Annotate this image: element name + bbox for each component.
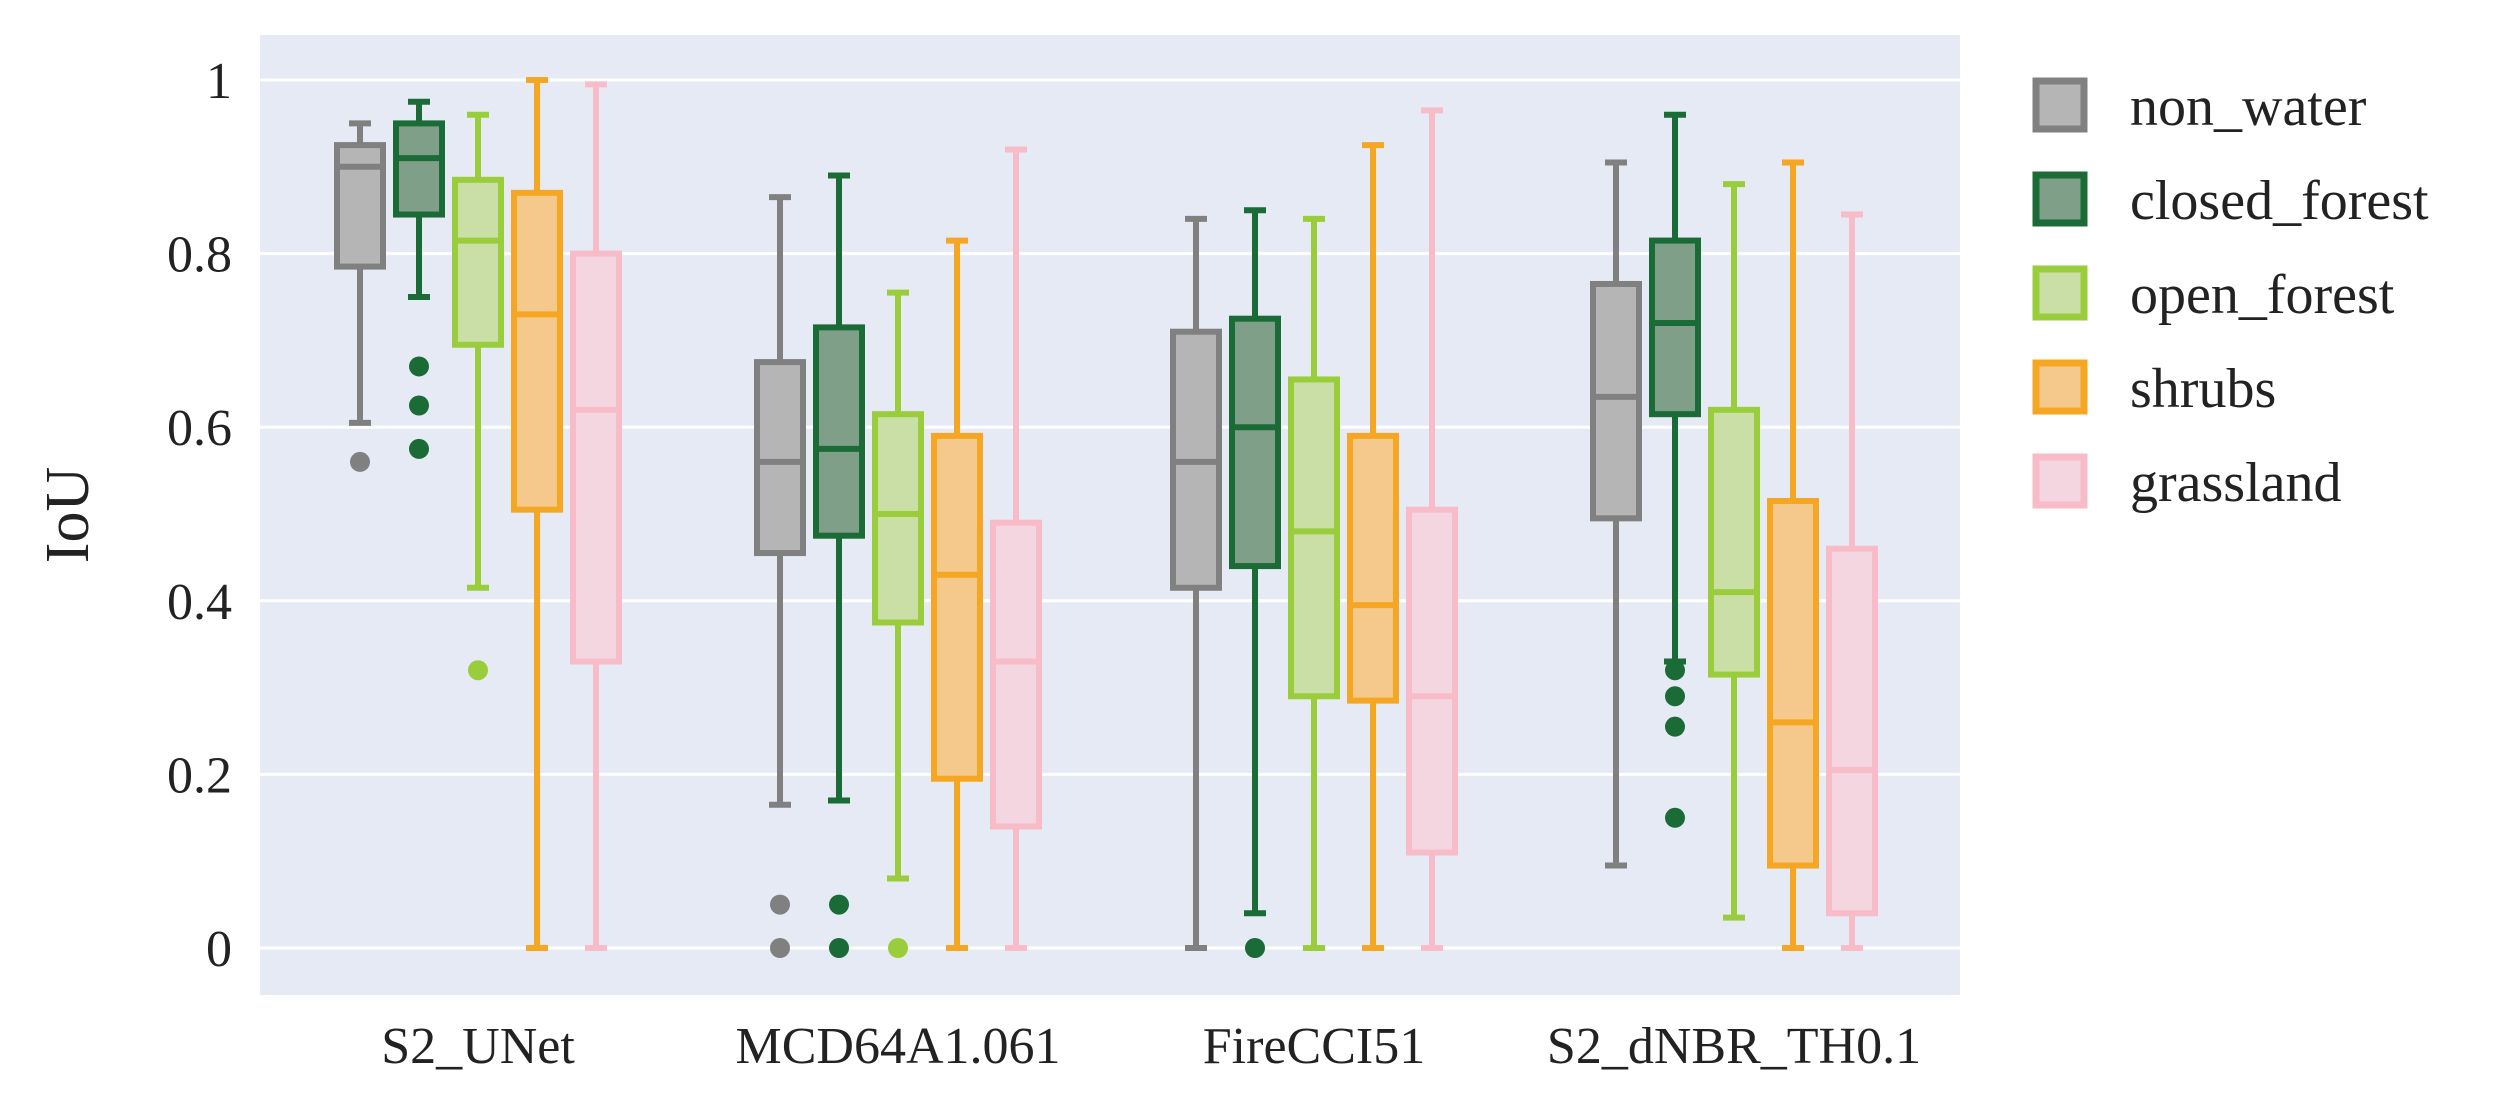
outlier-point — [468, 660, 488, 681]
y-axis-label: IoU — [34, 467, 102, 563]
box-iqr — [1347, 432, 1399, 704]
box-iqr — [1229, 315, 1281, 570]
outlier-point — [409, 395, 429, 416]
y-tick-label: 0.2 — [167, 747, 232, 804]
x-axis-ticks: S2_UNet MCD64A1.061 FireCCI51 S2_dNBR_TH0.1 — [381, 1018, 1921, 1075]
box-iqr — [334, 142, 386, 270]
box-closed_forest-1 — [813, 172, 865, 958]
box-grassland-3 — [1826, 211, 1878, 951]
outlier-point — [829, 894, 849, 915]
box-iqr — [393, 120, 445, 218]
box-iqr — [872, 411, 924, 626]
box-shrubs-3 — [1767, 159, 1819, 951]
box-grassland-2 — [1406, 107, 1458, 951]
outlier-point — [1665, 716, 1685, 737]
box-non_water-2 — [1170, 215, 1222, 951]
box-grassland-0 — [570, 81, 622, 951]
legend-swatch — [2032, 171, 2088, 227]
y-tick-label: 1 — [206, 53, 232, 110]
legend-label: non_water — [2130, 76, 2367, 138]
box-shrubs-2 — [1347, 142, 1399, 951]
outlier-point — [1245, 938, 1265, 958]
legend-label: grassland — [2130, 452, 2342, 514]
box-open_forest-0 — [452, 111, 504, 681]
box-iqr — [1406, 506, 1458, 856]
x-tick-label: FireCCI51 — [1203, 1018, 1425, 1075]
box-shrubs-0 — [511, 77, 563, 951]
legend-swatch — [2032, 359, 2088, 415]
y-axis-ticks: 0 0.2 0.4 0.6 0.8 1 — [167, 53, 232, 978]
box-iqr — [931, 432, 983, 782]
box-iqr — [1590, 280, 1642, 522]
legend-swatch — [2032, 77, 2088, 133]
box-iqr — [754, 359, 806, 557]
box-iqr — [1649, 237, 1701, 418]
box-open_forest-1 — [872, 289, 924, 958]
legend-swatch — [2032, 453, 2088, 509]
y-tick-label: 0.8 — [167, 227, 232, 284]
legend-item-closed_forest: closed_forest — [2032, 170, 2429, 232]
y-tick-label: 0 — [206, 921, 232, 978]
outlier-point — [888, 938, 908, 958]
legend-item-shrubs: shrubs — [2032, 358, 2276, 420]
box-non_water-1 — [754, 194, 806, 958]
legend-label: shrubs — [2130, 358, 2276, 420]
box-iqr — [1288, 376, 1340, 700]
y-tick-label: 0.6 — [167, 400, 232, 457]
legend-label: open_forest — [2130, 264, 2395, 326]
box-open_forest-2 — [1288, 215, 1340, 951]
box-closed_forest-3 — [1649, 111, 1701, 828]
plot-background — [260, 35, 1960, 995]
legend-swatch — [2032, 265, 2088, 321]
box-shrubs-1 — [931, 237, 983, 951]
legend-label: closed_forest — [2130, 170, 2429, 232]
box-grassland-1 — [990, 146, 1042, 951]
legend-item-non_water: non_water — [2032, 76, 2367, 138]
outlier-point — [1665, 686, 1685, 707]
y-tick-label: 0.4 — [167, 574, 232, 631]
box-iqr — [452, 176, 504, 348]
box-closed_forest-0 — [393, 98, 445, 459]
box-groups — [334, 77, 1878, 958]
outlier-point — [1665, 807, 1685, 828]
box-iqr — [1708, 406, 1760, 678]
legend-item-open_forest: open_forest — [2032, 264, 2395, 326]
outlier-point — [1665, 660, 1685, 681]
box-non_water-0 — [334, 120, 386, 472]
box-iqr — [511, 189, 563, 513]
x-tick-label: S2_dNBR_TH0.1 — [1547, 1018, 1921, 1075]
box-iqr — [570, 250, 622, 665]
box-closed_forest-2 — [1229, 207, 1281, 958]
outlier-point — [770, 938, 790, 958]
box-iqr — [990, 519, 1042, 830]
x-tick-label: S2_UNet — [381, 1018, 575, 1075]
outlier-point — [409, 438, 429, 459]
x-tick-label: MCD64A1.061 — [735, 1018, 1060, 1075]
outlier-point — [770, 894, 790, 915]
outlier-point — [409, 356, 429, 377]
outlier-point — [829, 938, 849, 958]
box-non_water-3 — [1590, 159, 1642, 869]
box-iqr — [813, 324, 865, 539]
box-open_forest-3 — [1708, 181, 1760, 921]
legend-item-grassland: grassland — [2032, 452, 2342, 514]
outlier-point — [350, 451, 370, 472]
box-iqr — [1826, 545, 1878, 917]
box-iqr — [1767, 497, 1819, 869]
